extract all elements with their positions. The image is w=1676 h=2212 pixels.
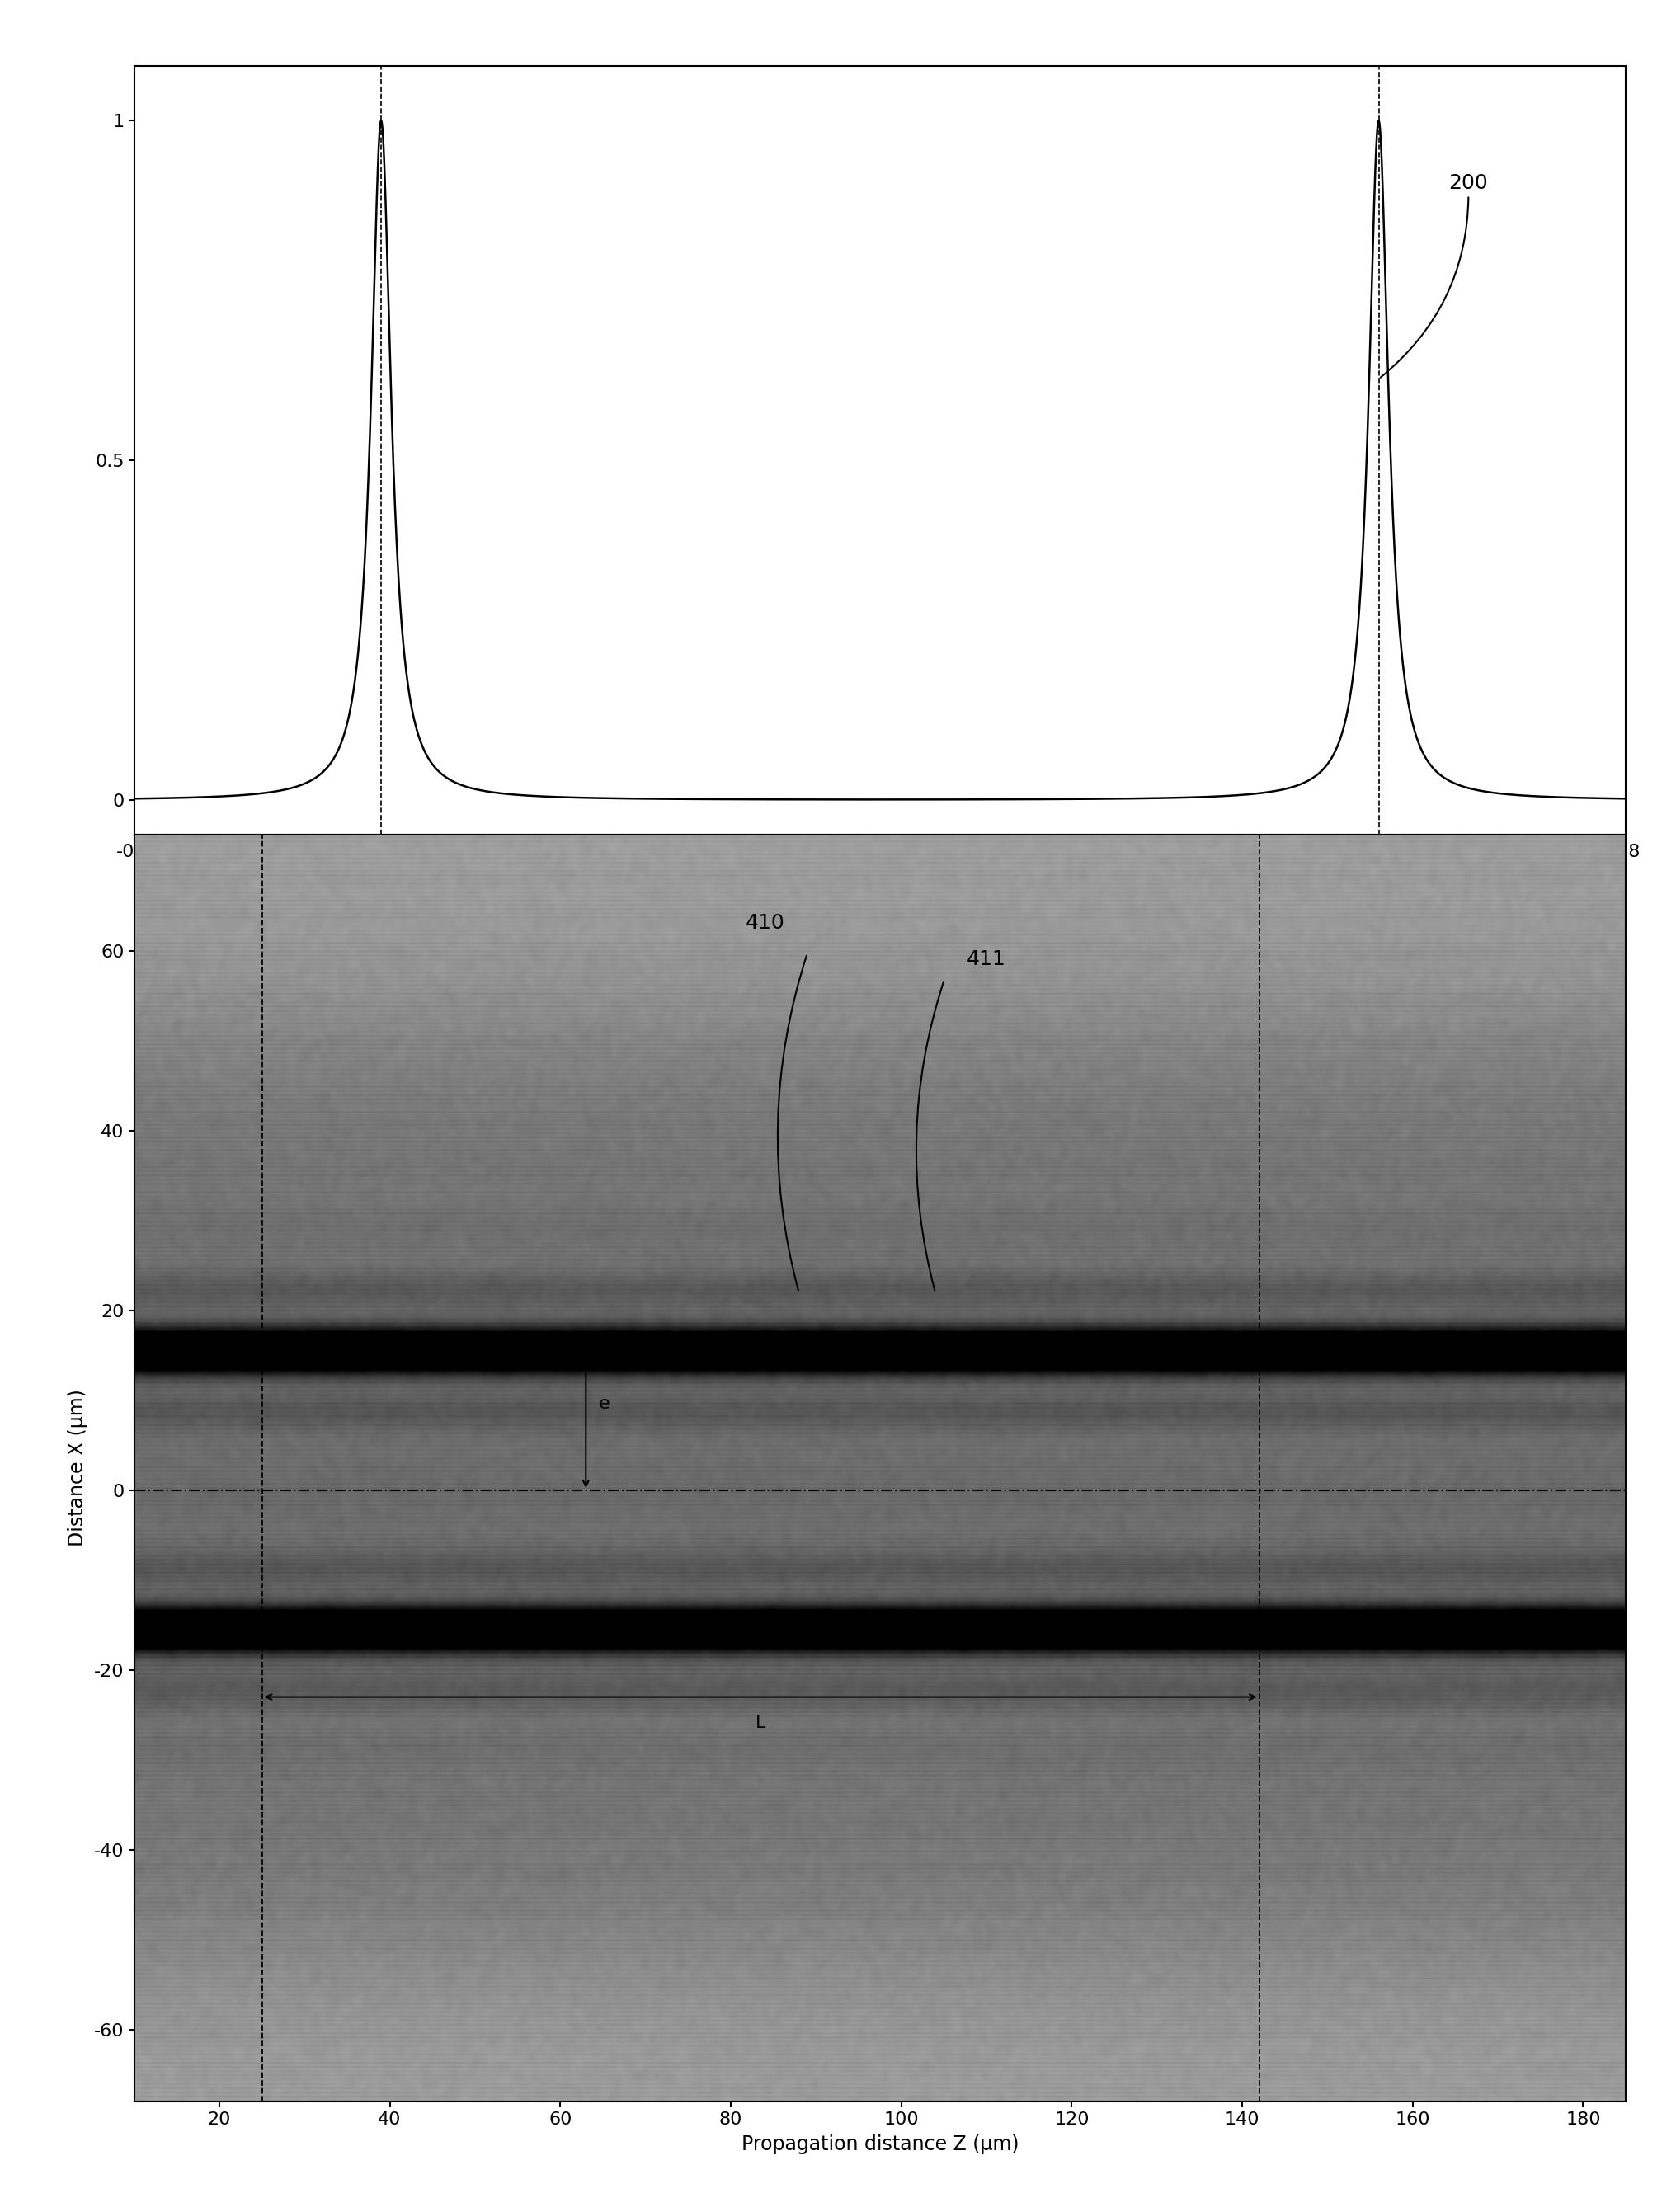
Text: $+k_{r_0}$: $+k_{r_0}$ xyxy=(1361,973,1396,993)
Text: 200: 200 xyxy=(1381,173,1488,378)
Y-axis label: Distance X (μm): Distance X (μm) xyxy=(67,1389,87,1546)
Text: e: e xyxy=(598,1396,610,1411)
X-axis label: Tansverse spatial frequency kᵣ (1/μm): Tansverse spatial frequency kᵣ (1/μm) xyxy=(697,867,1063,887)
Text: FIG.2: FIG.2 xyxy=(848,1048,912,1073)
Text: $-k_{r_0}$: $-k_{r_0}$ xyxy=(364,973,399,993)
Text: 89: 89 xyxy=(778,951,810,1290)
X-axis label: Propagation distance Z (μm): Propagation distance Z (μm) xyxy=(741,2135,1019,2154)
Text: L: L xyxy=(756,1714,766,1732)
Text: 411: 411 xyxy=(967,949,1006,969)
Text: 410: 410 xyxy=(746,914,784,933)
Text: 103: 103 xyxy=(917,978,945,1290)
